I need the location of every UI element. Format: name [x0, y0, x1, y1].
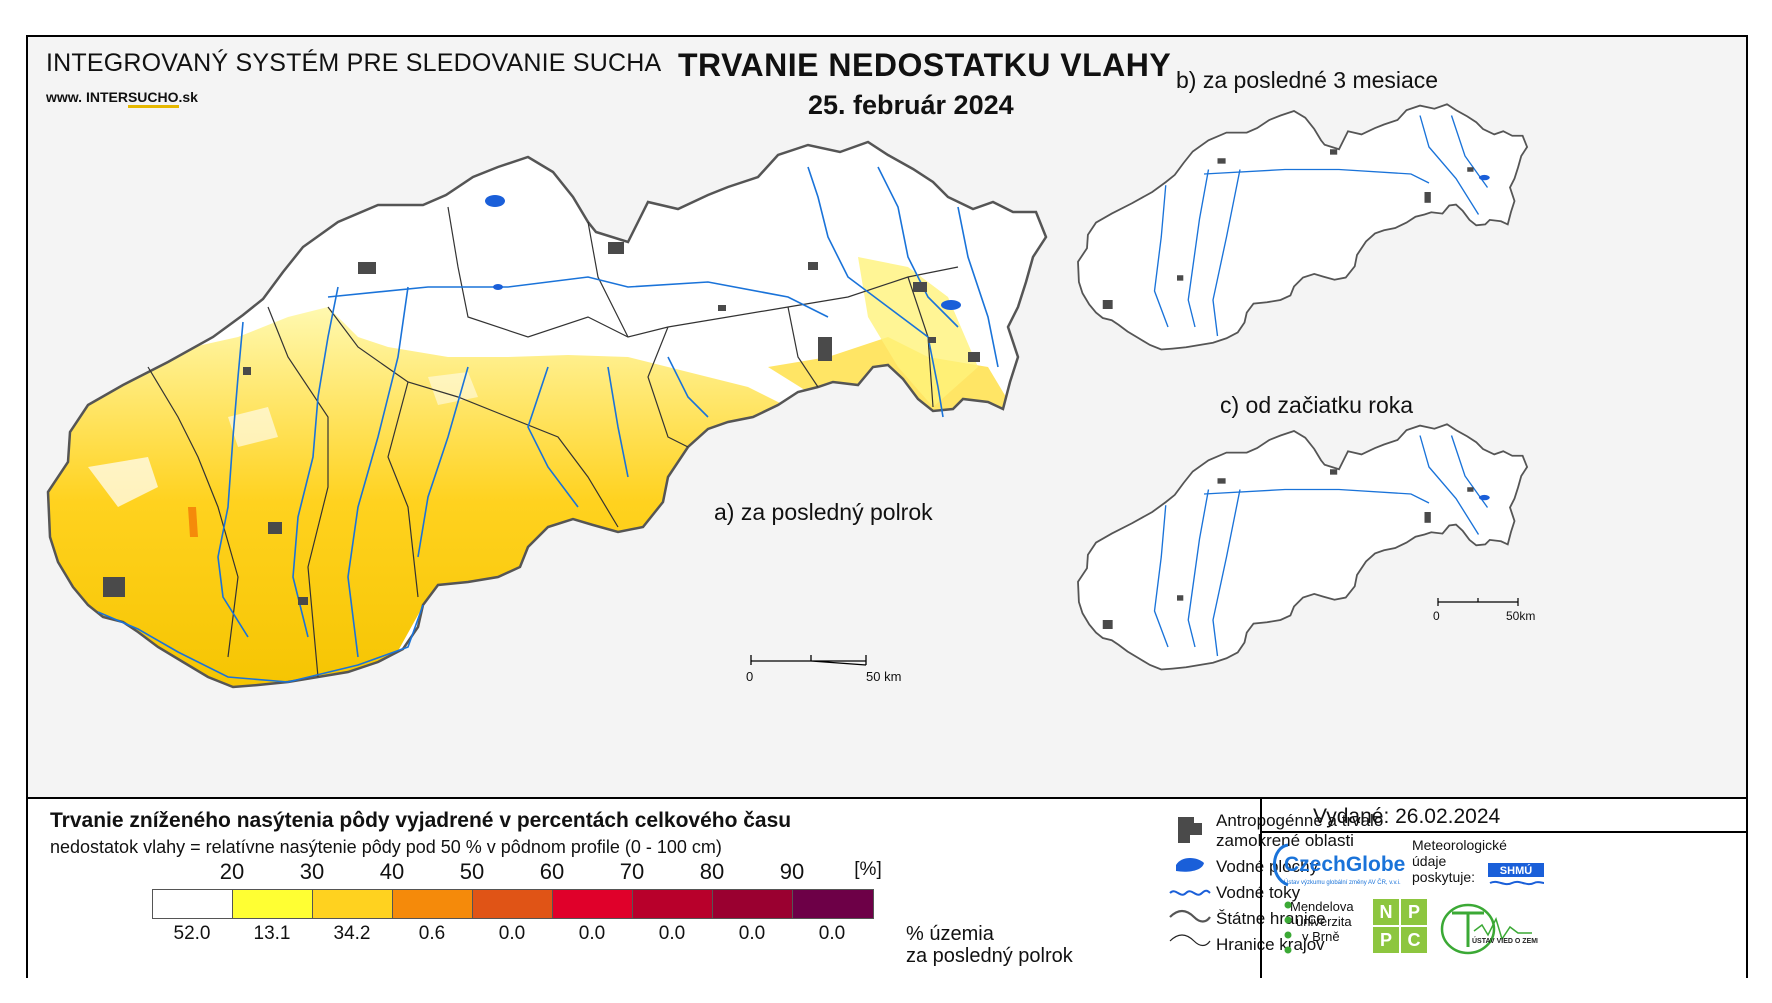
czechglobe-logo: CzechGlobe Ústav výzkumu globální změny … — [1266, 837, 1416, 898]
water-body-icon — [1176, 858, 1204, 872]
percent-value: 0.0 — [578, 923, 606, 944]
percent-value: 0.6 — [418, 923, 446, 944]
color-scale-cell — [313, 890, 393, 918]
percent-value: 0.0 — [498, 923, 526, 944]
percent-caption-line1: % územia — [906, 923, 994, 945]
shmu-logo: SHMÚ — [1488, 863, 1545, 886]
percent-caption: % územia za posledný polrok — [906, 923, 1073, 967]
color-scale-cell — [393, 890, 473, 918]
tick-label: 60 — [539, 859, 565, 884]
tick-label: 30 — [299, 859, 325, 884]
mendel-line3: v Brně — [1302, 929, 1340, 944]
percent-value: 0.0 — [658, 923, 686, 944]
svg-text:ÚSTAV VIED O ZEMI: ÚSTAV VIED O ZEMI — [1472, 936, 1538, 945]
map-title: TRVANIE NEDOSTATKU VLAHY — [678, 47, 1172, 83]
symbol-legend-icons — [1169, 817, 1211, 947]
percent-value: 52.0 — [173, 923, 211, 944]
czechglobe-text: CzechGlobe — [1284, 853, 1405, 876]
npc-letter: P — [1401, 899, 1427, 925]
npc-letter: C — [1401, 927, 1427, 953]
state-border-icon — [1169, 909, 1211, 923]
percent-value: 34.2 — [333, 923, 371, 944]
color-scale-cell — [553, 890, 633, 918]
color-scale-cell — [713, 890, 793, 918]
color-scale-cell — [633, 890, 713, 918]
percent-value: 0.0 — [818, 923, 846, 944]
website-link[interactable]: www. INTERSUCHO.sk — [46, 89, 198, 108]
region-border-icon — [1169, 934, 1211, 947]
uvz-logo: ÚSTAV VIED O ZEMI — [1440, 903, 1538, 955]
main-scale-end: 50 km — [866, 669, 902, 684]
legend-region-borders: Hranice krajov — [1216, 935, 1325, 954]
met-data-provider: Meteorologické údaje poskytuje: — [1412, 837, 1507, 885]
color-scale-cell — [793, 890, 873, 918]
issued-date: Vydané: 26.02.2024 — [1313, 805, 1501, 828]
legend-subtitle: nedostatok vlahy = relatívne nasýtenie p… — [50, 837, 722, 857]
npc-letter: N — [1373, 899, 1399, 925]
tick-label: 40 — [379, 859, 405, 884]
anthropogenic-icon — [1178, 817, 1202, 843]
main-scale-bar — [750, 655, 867, 666]
issuer-divider — [1260, 799, 1262, 978]
legend-area: Trvanie zníženého nasýtenia pôdy vyjadre… — [28, 797, 1746, 978]
legend-water-bodies: Vodné plochy — [1216, 857, 1319, 876]
met-line1: Meteorologické — [1412, 837, 1507, 853]
npc-logo: N P P C — [1373, 899, 1427, 953]
tick-label: 50 — [459, 859, 485, 884]
map-b-caption: b) za posledné 3 mesiace — [1176, 67, 1439, 93]
small-scale-zero: 0 — [1433, 609, 1440, 623]
website-prefix: www. — [46, 89, 83, 105]
mendel-dots-icon — [1284, 901, 1292, 954]
main-map-caption: a) za posledný polrok — [714, 499, 933, 525]
tick-label: 90 — [779, 859, 805, 884]
website-plain: INTER — [85, 89, 128, 105]
legend-anthropogenic-line1: Antropogénne a trvalo — [1216, 811, 1384, 830]
tick-label: 80 — [699, 859, 725, 884]
legend-state-borders: Štátne hranice — [1216, 909, 1326, 928]
map-c-caption: c) od začiatku roka — [1220, 392, 1414, 418]
color-scale-cell — [153, 890, 233, 918]
issuer-divider-h — [1260, 831, 1746, 833]
main-map — [46, 140, 1048, 689]
svg-text:SHMÚ: SHMÚ — [1500, 864, 1532, 877]
legend-water-streams: Vodné toky — [1216, 883, 1301, 902]
color-scale — [152, 889, 874, 919]
tick-label: 20 — [219, 859, 245, 884]
mendel-university-logo: Mendelova univerzita v Brně — [1290, 899, 1354, 944]
water-stream-icon — [1169, 889, 1211, 896]
map-area: INTEGROVANÝ SYSTÉM PRE SLEDOVANIE SUCHA … — [28, 37, 1746, 797]
small-scale-bar — [1437, 598, 1519, 606]
percent-caption-line2: za posledný polrok — [906, 945, 1073, 967]
legend-title: Trvanie zníženého nasýtenia pôdy vyjadre… — [50, 809, 792, 832]
unit-label: [%] — [854, 859, 882, 880]
legend-anthropogenic: Antropogénne a trvalo zamokrené oblasti — [1216, 811, 1383, 851]
met-line2: údaje — [1412, 853, 1447, 869]
website-underlined: SUCHO — [127, 89, 179, 108]
figure-frame: INTEGROVANÝ SYSTÉM PRE SLEDOVANIE SUCHA … — [26, 35, 1748, 978]
met-line3: poskytuje: — [1412, 869, 1476, 885]
system-title: INTEGROVANÝ SYSTÉM PRE SLEDOVANIE SUCHA — [46, 49, 662, 77]
czechglobe-subtext: Ústav výzkumu globální změny AV ČR, v.v.… — [1284, 879, 1401, 886]
color-scale-cell — [233, 890, 313, 918]
website-suffix: .sk — [178, 89, 198, 105]
color-scale-cell — [473, 890, 553, 918]
map-c — [1077, 423, 1529, 671]
percent-value: 0.0 — [738, 923, 766, 944]
mendel-line2: univerzita — [1296, 914, 1352, 929]
map-b — [1077, 103, 1529, 351]
legend-anthropogenic-line2: zamokrené oblasti — [1216, 831, 1354, 850]
percent-value: 13.1 — [253, 923, 291, 944]
small-scale-end: 50km — [1506, 609, 1536, 623]
map-date: 25. február 2024 — [808, 90, 1014, 120]
npc-letter: P — [1373, 927, 1399, 953]
tick-label: 70 — [619, 859, 645, 884]
main-scale-zero: 0 — [746, 669, 754, 684]
mendel-line1: Mendelova — [1290, 899, 1354, 914]
